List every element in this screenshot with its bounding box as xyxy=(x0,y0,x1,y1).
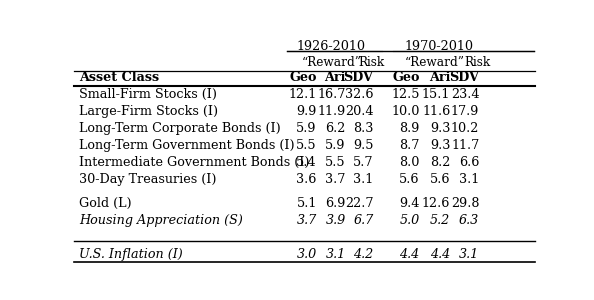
Text: 8.7: 8.7 xyxy=(399,139,419,152)
Text: 5.6: 5.6 xyxy=(399,173,419,186)
Text: 1970-2010: 1970-2010 xyxy=(405,40,474,53)
Text: 16.7: 16.7 xyxy=(317,88,346,101)
Text: 6.7: 6.7 xyxy=(353,214,374,227)
Text: 3.0: 3.0 xyxy=(296,248,317,261)
Text: 12.6: 12.6 xyxy=(422,197,450,210)
Text: 15.1: 15.1 xyxy=(422,88,450,101)
Text: 11.9: 11.9 xyxy=(318,105,346,118)
Text: 6.2: 6.2 xyxy=(326,122,346,135)
Text: 3.1: 3.1 xyxy=(353,173,374,186)
Text: 5.9: 5.9 xyxy=(296,122,317,135)
Text: 23.4: 23.4 xyxy=(451,88,479,101)
Text: “Reward”: “Reward” xyxy=(405,56,465,69)
Text: Long-Term Government Bonds (I): Long-Term Government Bonds (I) xyxy=(79,139,295,152)
Text: Geo: Geo xyxy=(392,71,419,84)
Text: 5.2: 5.2 xyxy=(430,214,450,227)
Text: 5.4: 5.4 xyxy=(296,156,317,169)
Text: 11.7: 11.7 xyxy=(451,139,479,152)
Text: 4.4: 4.4 xyxy=(399,248,419,261)
Text: “Reward”: “Reward” xyxy=(302,56,362,69)
Text: 20.4: 20.4 xyxy=(345,105,374,118)
Text: Risk: Risk xyxy=(465,56,491,69)
Text: 9.4: 9.4 xyxy=(399,197,419,210)
Text: 11.6: 11.6 xyxy=(422,105,450,118)
Text: U.S. Inflation (I): U.S. Inflation (I) xyxy=(79,248,182,261)
Text: 9.3: 9.3 xyxy=(430,139,450,152)
Text: Gold (L): Gold (L) xyxy=(79,197,131,210)
Text: Asset Class: Asset Class xyxy=(79,71,159,84)
Text: 3.7: 3.7 xyxy=(326,173,346,186)
Text: Risk: Risk xyxy=(359,56,385,69)
Text: Geo: Geo xyxy=(289,71,317,84)
Text: 5.6: 5.6 xyxy=(430,173,450,186)
Text: 5.5: 5.5 xyxy=(326,156,346,169)
Text: 5.1: 5.1 xyxy=(296,197,317,210)
Text: 5.9: 5.9 xyxy=(326,139,346,152)
Text: Ari: Ari xyxy=(429,71,450,84)
Text: 32.6: 32.6 xyxy=(345,88,374,101)
Text: Small-Firm Stocks (I): Small-Firm Stocks (I) xyxy=(79,88,217,101)
Text: 9.9: 9.9 xyxy=(296,105,317,118)
Text: 30-Day Treasuries (I): 30-Day Treasuries (I) xyxy=(79,173,216,186)
Text: Large-Firm Stocks (I): Large-Firm Stocks (I) xyxy=(79,105,218,118)
Text: 4.2: 4.2 xyxy=(353,248,374,261)
Text: 17.9: 17.9 xyxy=(451,105,479,118)
Text: 5.7: 5.7 xyxy=(353,156,374,169)
Text: 10.0: 10.0 xyxy=(391,105,419,118)
Text: 12.5: 12.5 xyxy=(391,88,419,101)
Text: 8.2: 8.2 xyxy=(430,156,450,169)
Text: Intermediate Government Bonds (I): Intermediate Government Bonds (I) xyxy=(79,156,309,169)
Text: 3.7: 3.7 xyxy=(296,214,317,227)
Text: 5.5: 5.5 xyxy=(296,139,317,152)
Text: Long-Term Corporate Bonds (I): Long-Term Corporate Bonds (I) xyxy=(79,122,280,135)
Text: 22.7: 22.7 xyxy=(345,197,374,210)
Text: 1926-2010: 1926-2010 xyxy=(296,40,366,53)
Text: Ari: Ari xyxy=(324,71,346,84)
Text: 9.3: 9.3 xyxy=(430,122,450,135)
Text: SDV: SDV xyxy=(343,71,374,84)
Text: 12.1: 12.1 xyxy=(289,88,317,101)
Text: 6.3: 6.3 xyxy=(459,214,479,227)
Text: 6.6: 6.6 xyxy=(459,156,479,169)
Text: 4.4: 4.4 xyxy=(430,248,450,261)
Text: 29.8: 29.8 xyxy=(451,197,479,210)
Text: 5.0: 5.0 xyxy=(399,214,419,227)
Text: 3.6: 3.6 xyxy=(296,173,317,186)
Text: 9.5: 9.5 xyxy=(353,139,374,152)
Text: 3.1: 3.1 xyxy=(459,173,479,186)
Text: 6.9: 6.9 xyxy=(326,197,346,210)
Text: 8.9: 8.9 xyxy=(399,122,419,135)
Text: 8.3: 8.3 xyxy=(353,122,374,135)
Text: SDV: SDV xyxy=(450,71,479,84)
Text: 3.1: 3.1 xyxy=(326,248,346,261)
Text: 3.9: 3.9 xyxy=(326,214,346,227)
Text: Housing Appreciation (S): Housing Appreciation (S) xyxy=(79,214,243,227)
Text: 10.2: 10.2 xyxy=(451,122,479,135)
Text: 8.0: 8.0 xyxy=(399,156,419,169)
Text: 3.1: 3.1 xyxy=(459,248,479,261)
